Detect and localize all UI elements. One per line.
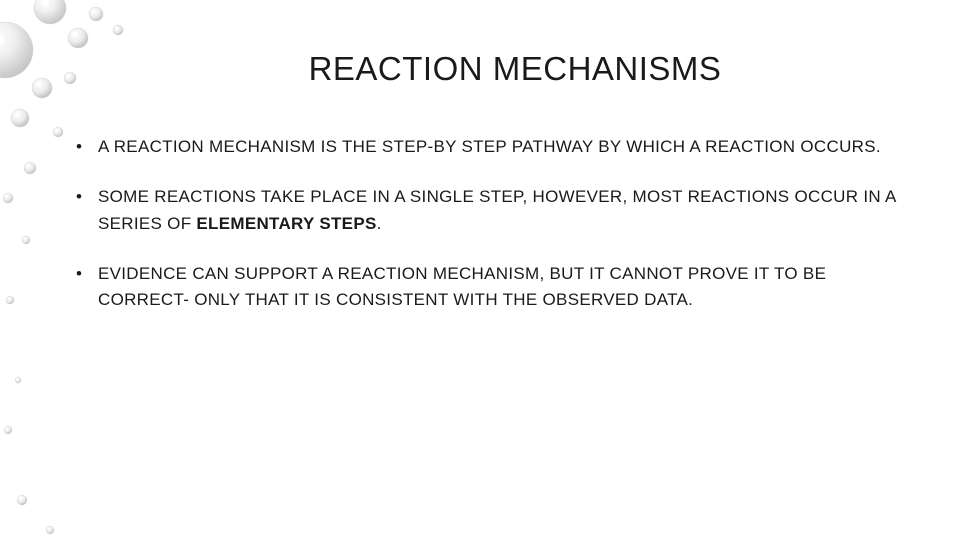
bullet-text-pre: EVIDENCE CAN SUPPORT A REACTION MECHANIS… (98, 264, 826, 309)
list-item: EVIDENCE CAN SUPPORT A REACTION MECHANIS… (76, 261, 900, 314)
slide-content: REACTION MECHANISMS A REACTION MECHANISM… (0, 0, 960, 314)
bullet-text-pre: A REACTION MECHANISM IS THE STEP-BY STEP… (98, 137, 881, 156)
bullet-text-bold: ELEMENTARY STEPS (196, 214, 376, 233)
bullet-list: A REACTION MECHANISM IS THE STEP-BY STEP… (60, 134, 900, 314)
slide-title: REACTION MECHANISMS (130, 50, 900, 88)
list-item: A REACTION MECHANISM IS THE STEP-BY STEP… (76, 134, 900, 160)
bullet-text-post: . (377, 214, 382, 233)
list-item: SOME REACTIONS TAKE PLACE IN A SINGLE ST… (76, 184, 900, 237)
